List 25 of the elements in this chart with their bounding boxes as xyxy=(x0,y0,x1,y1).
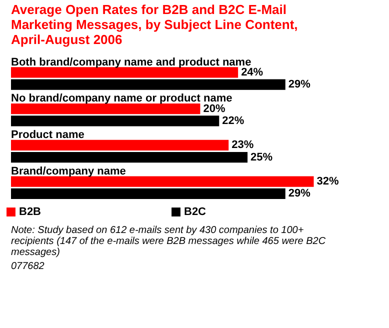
bar xyxy=(11,152,248,163)
bar xyxy=(11,79,286,90)
text: Note: Study based on 612 e-mails sent by 430 companies to 100+ recipients (147 of the e-mails were B2B messages while 465 were B2C messages) xyxy=(11,225,326,258)
bar xyxy=(11,188,286,199)
data-label: 25% xyxy=(250,151,273,164)
data-label: 23% xyxy=(232,139,254,152)
data-label: 20% xyxy=(203,102,226,115)
data-label: 22% xyxy=(222,114,244,127)
data-label: 29% xyxy=(288,188,311,200)
legend-label: B2C xyxy=(184,206,206,218)
data-label: 32% xyxy=(316,176,339,188)
y-tick-label: Brand/company name xyxy=(11,165,126,178)
bar xyxy=(11,103,200,114)
data-label: 29% xyxy=(288,78,311,91)
data-label: 24% xyxy=(241,66,264,78)
bar xyxy=(11,116,220,126)
y-tick-label: Both brand/company name and product name xyxy=(11,56,252,68)
legend-label: B2B xyxy=(19,206,42,218)
y-tick-label: Product name xyxy=(11,129,84,142)
bar xyxy=(11,140,229,151)
bar xyxy=(11,67,238,78)
y-tick-label: No brand/company name or product name xyxy=(11,92,232,105)
chart-title: Average Open Rates for B2B and B2C E-Mail Marketing Messages, by Subject Line Content, April-August 2006 xyxy=(11,2,298,47)
text: 077682 xyxy=(11,261,45,272)
bar xyxy=(11,176,314,187)
